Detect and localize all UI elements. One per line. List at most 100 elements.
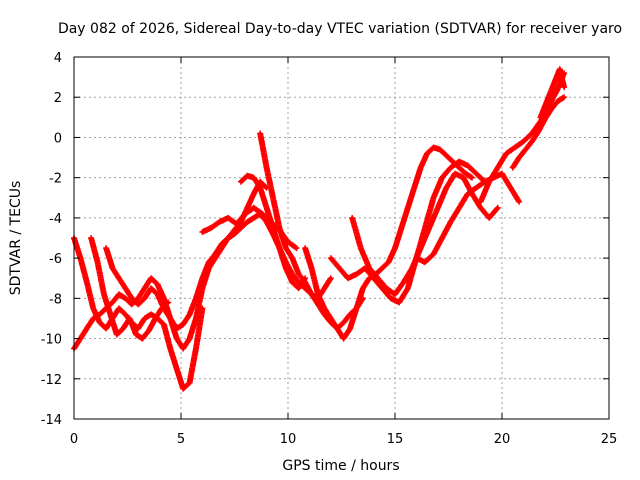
data-point bbox=[181, 347, 185, 351]
data-point bbox=[252, 216, 256, 220]
data-point bbox=[440, 236, 444, 240]
data-point bbox=[545, 99, 549, 103]
data-point bbox=[536, 129, 540, 134]
data-point bbox=[168, 347, 172, 351]
x-tick-label: 25 bbox=[601, 432, 618, 447]
data-point bbox=[367, 266, 371, 270]
data-point bbox=[438, 147, 442, 152]
data-point bbox=[117, 306, 121, 310]
data-point bbox=[102, 292, 106, 296]
data-point bbox=[479, 200, 483, 204]
data-point bbox=[470, 176, 474, 180]
data-point bbox=[91, 306, 95, 310]
data-point bbox=[104, 326, 108, 331]
x-tick-label: 15 bbox=[387, 432, 404, 447]
data-point bbox=[128, 316, 132, 321]
data-point bbox=[504, 151, 508, 156]
data-point bbox=[436, 206, 440, 210]
data-point bbox=[78, 336, 83, 341]
data-point bbox=[346, 276, 350, 280]
data-point bbox=[517, 200, 521, 204]
data-point bbox=[309, 292, 314, 296]
data-point bbox=[162, 322, 166, 327]
data-point bbox=[271, 196, 275, 200]
data-point bbox=[397, 300, 401, 304]
x-tick-label: 0 bbox=[70, 432, 78, 447]
data-point bbox=[232, 228, 237, 232]
data-point bbox=[401, 280, 406, 284]
data-point bbox=[329, 256, 333, 260]
data-point bbox=[252, 176, 256, 180]
data-point bbox=[354, 272, 359, 276]
data-point bbox=[425, 151, 429, 156]
data-point bbox=[153, 316, 157, 321]
data-point bbox=[393, 292, 397, 296]
data-point bbox=[284, 246, 288, 250]
data-point bbox=[290, 280, 294, 284]
data-point bbox=[551, 83, 555, 87]
data-point bbox=[406, 206, 410, 210]
data-point bbox=[423, 260, 427, 264]
data-point bbox=[523, 147, 528, 152]
data-point bbox=[558, 67, 562, 71]
data-point bbox=[217, 220, 222, 224]
data-point bbox=[316, 302, 320, 306]
data-point bbox=[115, 332, 119, 337]
data-point bbox=[517, 155, 521, 160]
data-point bbox=[474, 186, 478, 190]
data-point bbox=[187, 312, 192, 317]
data-point bbox=[543, 117, 547, 121]
data-point bbox=[361, 286, 365, 290]
data-point bbox=[134, 332, 138, 337]
data-point bbox=[466, 164, 470, 168]
data-point bbox=[209, 226, 213, 230]
data-point bbox=[562, 95, 566, 99]
data-point bbox=[513, 145, 517, 150]
data-point bbox=[243, 212, 247, 216]
y-tick-label: -4 bbox=[49, 212, 62, 227]
data-point bbox=[147, 328, 151, 333]
data-point bbox=[175, 367, 179, 371]
data-point bbox=[168, 316, 172, 321]
data-point bbox=[350, 216, 354, 220]
data-point bbox=[91, 316, 95, 321]
data-point bbox=[108, 312, 112, 317]
data-point bbox=[464, 172, 468, 176]
data-point bbox=[140, 336, 145, 341]
data-point bbox=[487, 180, 491, 184]
data-point bbox=[181, 387, 185, 391]
data-point bbox=[457, 206, 461, 210]
data-point bbox=[194, 316, 198, 321]
y-axis-label: SDTVAR / TECUs bbox=[8, 181, 24, 296]
data-point bbox=[220, 242, 224, 246]
x-tick-label: 5 bbox=[177, 432, 185, 447]
data-point bbox=[121, 326, 125, 331]
data-point bbox=[461, 176, 466, 180]
grid bbox=[74, 57, 609, 419]
data-point bbox=[143, 316, 147, 321]
data-point bbox=[431, 145, 436, 150]
series-satellite-track-8 bbox=[302, 144, 475, 342]
data-point bbox=[117, 292, 121, 296]
data-point bbox=[143, 286, 147, 290]
data-point bbox=[290, 256, 294, 260]
data-point bbox=[194, 347, 198, 351]
data-point bbox=[258, 186, 262, 190]
series-satellite-track-6 bbox=[237, 172, 309, 292]
y-tick-label: -8 bbox=[49, 292, 62, 307]
data-point bbox=[474, 172, 478, 176]
data-point bbox=[457, 166, 461, 170]
data-point bbox=[284, 266, 288, 270]
data-point bbox=[277, 246, 282, 250]
series-satellite-track-13 bbox=[509, 94, 568, 171]
data-point bbox=[207, 260, 211, 264]
data-point bbox=[427, 226, 431, 230]
data-point bbox=[530, 139, 534, 144]
data-point bbox=[235, 222, 239, 226]
data-point bbox=[406, 286, 410, 290]
data-point bbox=[342, 320, 346, 325]
data-point bbox=[508, 186, 513, 190]
data-point bbox=[155, 292, 160, 296]
data-point bbox=[348, 326, 352, 331]
data-point bbox=[136, 302, 140, 306]
